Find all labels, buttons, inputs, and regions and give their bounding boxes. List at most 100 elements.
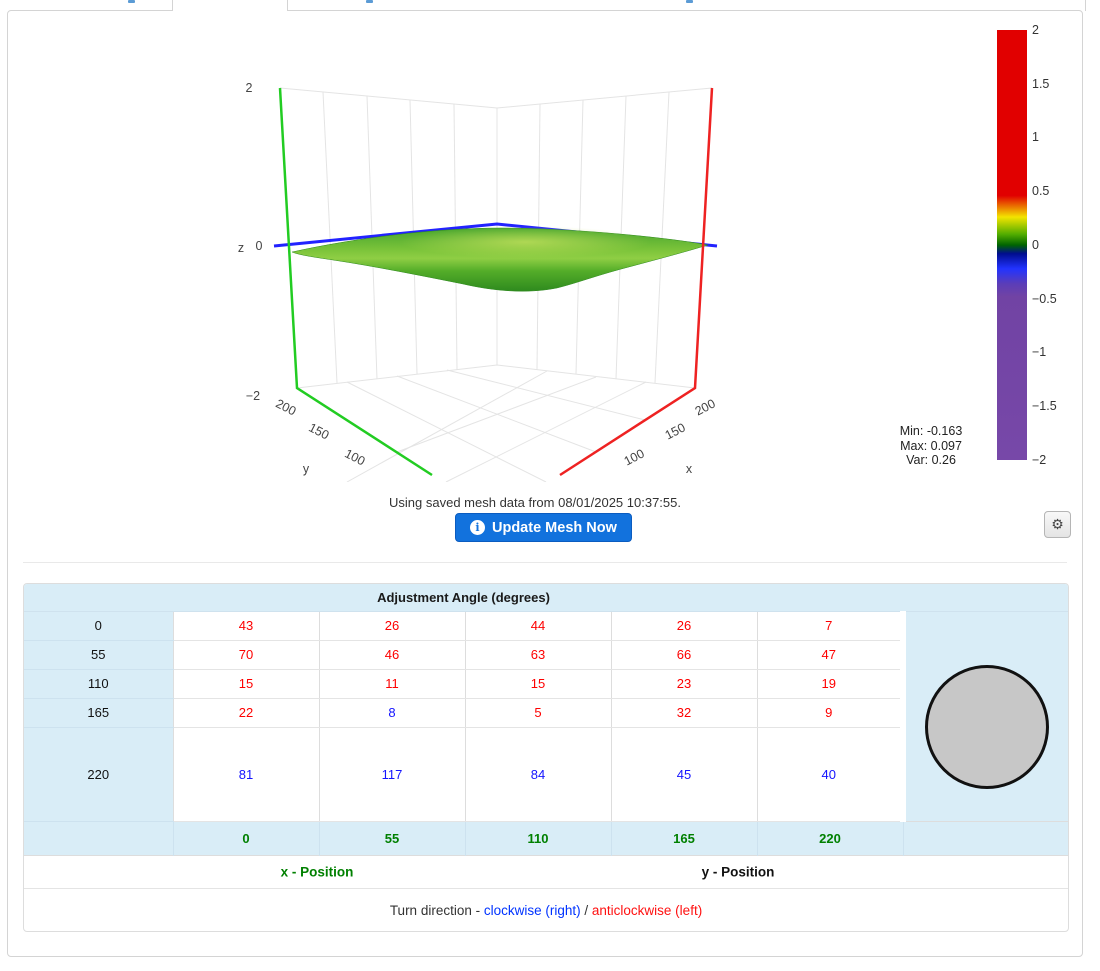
y-tick-150: 150 bbox=[306, 420, 331, 442]
table-row: 110 15 11 15 23 19 bbox=[24, 669, 1068, 699]
col-footer-label: 0 bbox=[242, 830, 250, 846]
angle-value: 7 bbox=[825, 618, 833, 633]
angle-cell: 23 bbox=[611, 669, 758, 699]
angle-value: 47 bbox=[821, 647, 836, 662]
col-footer-label: 165 bbox=[673, 830, 695, 846]
row-header: 165 bbox=[24, 698, 174, 728]
angle-cell: 81 bbox=[173, 727, 320, 822]
angle-cell: 44 bbox=[465, 611, 612, 641]
row-header: 110 bbox=[24, 669, 174, 699]
update-mesh-button[interactable]: i Update Mesh Now bbox=[455, 513, 632, 542]
angle-value: 23 bbox=[676, 676, 692, 691]
table-row: 0 43 26 44 26 7 bbox=[24, 611, 1068, 821]
angle-value: 26 bbox=[384, 618, 400, 633]
colorbar-tick: 2 bbox=[1032, 23, 1039, 37]
angle-cell: 26 bbox=[319, 611, 466, 641]
tab-label-fragment[interactable] bbox=[366, 0, 373, 3]
stat-var: Var: 0.26 bbox=[906, 453, 956, 467]
angle-value: 63 bbox=[530, 647, 546, 662]
z-tick-neg2: −2 bbox=[246, 389, 260, 403]
turn-separator: / bbox=[580, 902, 592, 918]
angle-value: 81 bbox=[238, 766, 254, 782]
x-position-label: x - Position bbox=[280, 864, 354, 879]
colorbar bbox=[997, 30, 1027, 460]
row-header-label: 220 bbox=[87, 766, 110, 782]
x-tick-150: 150 bbox=[663, 420, 688, 442]
angle-value: 8 bbox=[388, 705, 396, 720]
position-labels-cell: x - Position y - Position bbox=[24, 854, 1068, 888]
angle-cell: 11 bbox=[319, 669, 466, 699]
angle-value: 40 bbox=[821, 766, 836, 782]
table-row: 165 22 8 5 32 9 bbox=[24, 698, 1068, 728]
angle-value: 32 bbox=[676, 705, 692, 720]
angle-cell: 22 bbox=[173, 698, 320, 728]
turn-direction-cell: Turn direction - clockwise (right) / ant… bbox=[24, 887, 1068, 931]
angle-cell: 8 bbox=[319, 698, 466, 728]
col-footer: 165 bbox=[611, 820, 758, 855]
settings-button[interactable]: ⚙ bbox=[1044, 511, 1071, 538]
angle-cell: 9 bbox=[757, 698, 904, 728]
row-header-label: 55 bbox=[91, 647, 106, 662]
row-header: 220 bbox=[24, 727, 174, 822]
tab-divider-1 bbox=[172, 0, 173, 11]
angle-cell: 46 bbox=[319, 640, 466, 670]
position-row: x - Position y - Position bbox=[24, 854, 1068, 888]
surface-plot[interactable]: 2 0 −2 z 200 150 100 y 200 150 100 x bbox=[225, 70, 765, 482]
table-title: Adjustment Angle (degrees) bbox=[377, 589, 550, 605]
tab-label-fragment[interactable] bbox=[128, 0, 135, 3]
col-footer-label: 110 bbox=[527, 830, 549, 846]
turn-direction-prefix: Turn direction - bbox=[389, 902, 484, 918]
colorbar-tick: 0.5 bbox=[1032, 184, 1050, 198]
surface-stats: Min: -0.163 Max: 0.097 Var: 0.26 bbox=[865, 424, 997, 468]
angle-cell: 15 bbox=[465, 669, 612, 699]
angle-value: 43 bbox=[238, 618, 254, 633]
row-header-label: 0 bbox=[94, 618, 102, 633]
footer-spacer bbox=[903, 820, 1068, 855]
angle-value: 5 bbox=[534, 705, 542, 720]
y-position-label: y - Position bbox=[701, 864, 775, 879]
y-tick-100: 100 bbox=[342, 446, 367, 468]
angle-cell: 63 bbox=[465, 640, 612, 670]
table-header-row: Adjustment Angle (degrees) bbox=[24, 584, 1068, 612]
mesh-status-text: Using saved mesh data from 08/01/2025 10… bbox=[389, 495, 681, 510]
colorbar-tick: −0.5 bbox=[1032, 292, 1057, 306]
table-row: 220 81 117 84 45 40 bbox=[24, 727, 1068, 822]
y-tick-200: 200 bbox=[273, 396, 298, 418]
angle-cell: 15 bbox=[173, 669, 320, 699]
table-row: 55 70 46 63 66 47 bbox=[24, 640, 1068, 670]
table-title-cell: Adjustment Angle (degrees) bbox=[24, 584, 903, 612]
angle-value: 46 bbox=[384, 647, 400, 662]
col-footer-label: 220 bbox=[819, 830, 841, 846]
y-axis-label: y bbox=[303, 462, 310, 476]
angle-value: 11 bbox=[385, 676, 399, 691]
bed-circle-cell bbox=[900, 611, 1068, 821]
update-mesh-label: Update Mesh Now bbox=[492, 519, 617, 536]
colorbar-tick: −1 bbox=[1032, 345, 1047, 359]
angle-cell: 45 bbox=[611, 727, 758, 822]
adjustment-angle-table: Adjustment Angle (degrees) 0 43 26 44 26… bbox=[23, 583, 1069, 932]
colorbar-tick: 1 bbox=[1032, 130, 1039, 144]
tab-label-fragment[interactable] bbox=[686, 0, 693, 3]
turn-anticlockwise-label: anticlockwise (left) bbox=[591, 902, 703, 918]
mesh-surface bbox=[291, 226, 709, 292]
angle-cell: 5 bbox=[465, 698, 612, 728]
colorbar-tick: −1.5 bbox=[1032, 399, 1057, 413]
angle-cell: 47 bbox=[757, 640, 904, 670]
angle-value: 22 bbox=[238, 705, 254, 720]
gear-icon: ⚙ bbox=[1051, 516, 1064, 532]
angle-cell: 7 bbox=[757, 611, 904, 641]
angle-value: 19 bbox=[821, 676, 836, 691]
turn-direction-row: Turn direction - clockwise (right) / ant… bbox=[24, 887, 1068, 931]
section-divider bbox=[23, 562, 1067, 563]
angle-value: 84 bbox=[530, 766, 546, 782]
x-tick-200: 200 bbox=[693, 396, 718, 418]
column-footer-row: 0 55 110 165 220 bbox=[24, 820, 1068, 855]
x-tick-100: 100 bbox=[622, 446, 647, 468]
active-tab-opening bbox=[173, 10, 287, 12]
angle-cell: 43 bbox=[173, 611, 320, 641]
col-footer: 110 bbox=[465, 820, 612, 855]
colorbar-tick: −2 bbox=[1032, 453, 1047, 467]
turn-clockwise-label: clockwise (right) bbox=[483, 902, 581, 918]
info-icon: i bbox=[470, 520, 485, 535]
